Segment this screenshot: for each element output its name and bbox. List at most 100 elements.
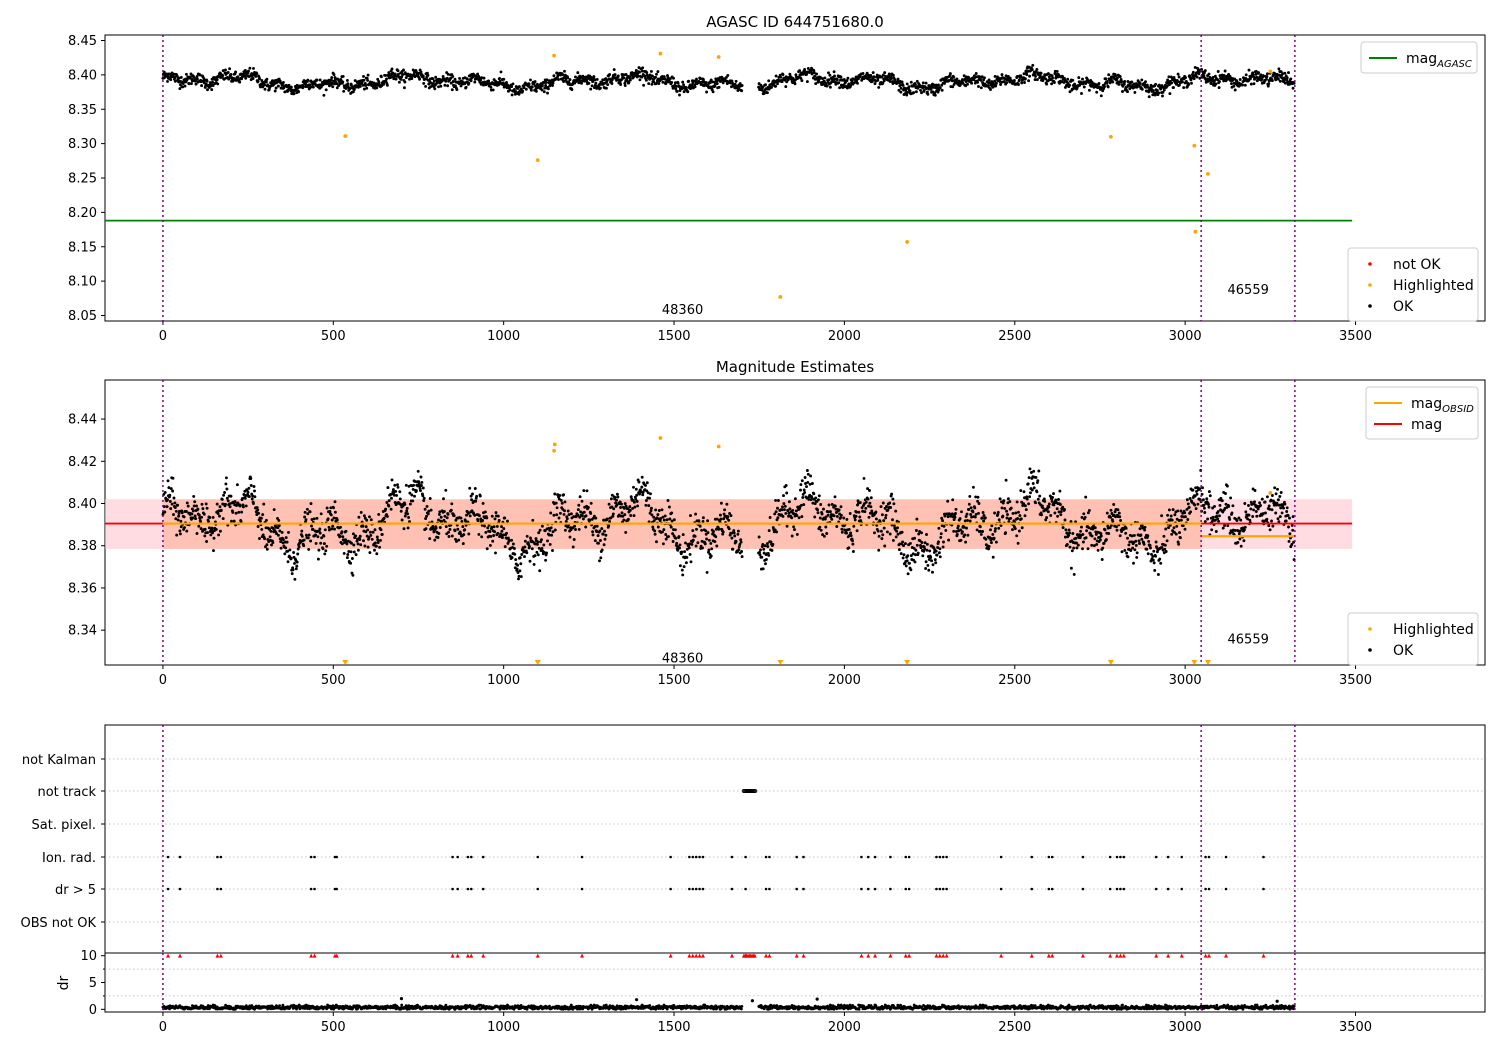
mag-ok-point — [526, 535, 529, 538]
mag-ok-point — [1277, 498, 1280, 501]
mag-ok-point — [707, 531, 710, 534]
agasc-ok-point — [1045, 83, 1048, 86]
mag-ok-point — [709, 542, 712, 545]
agasc-ok-point — [642, 84, 645, 87]
mag-xtick-label: 3500 — [1339, 673, 1372, 688]
mag-ok-point — [612, 507, 615, 510]
mag-ok-point — [960, 510, 963, 513]
mag-ok-point — [993, 512, 996, 515]
mag-ok-point — [386, 486, 389, 489]
mag-ok-point — [1019, 489, 1022, 492]
agasc-ok-point — [1024, 77, 1027, 80]
mag-ok-point — [520, 553, 523, 556]
agasc-ok-point — [941, 89, 944, 92]
mag-ok-point — [1288, 540, 1291, 543]
mag-ok-point — [584, 526, 587, 529]
mag-ok-point — [657, 526, 660, 529]
mag-ok-point — [1025, 508, 1028, 511]
agasc-ok-point — [1218, 80, 1221, 83]
mag-ok-point — [320, 536, 323, 539]
mag-ok-point — [1018, 514, 1021, 517]
mag-ok-point — [685, 561, 688, 564]
agasc-ok-point — [1083, 86, 1086, 89]
agasc-ok-point — [1123, 80, 1126, 83]
mag-ok-point — [681, 569, 684, 572]
mag-ok-point — [357, 516, 360, 519]
mag-ok-point — [1119, 519, 1122, 522]
mag-ok-point — [1008, 500, 1011, 503]
mag-ok-point — [357, 549, 360, 552]
mag-ytick-label: 8.36 — [68, 581, 97, 596]
agasc-ok-point — [443, 84, 446, 87]
agasc-ok-point — [925, 82, 928, 85]
mag-ok-point — [375, 552, 378, 555]
agasc-ok-point — [606, 83, 609, 86]
agasc-ok-point — [798, 69, 801, 72]
agasc-ok-point — [274, 90, 277, 93]
mag-ok-point — [620, 503, 623, 506]
mag-ok-point — [308, 534, 311, 537]
mag-ok-point — [309, 510, 312, 513]
agasc-ok-point — [1154, 83, 1157, 86]
mag-ok-point — [673, 518, 676, 521]
agasc-ok-point — [341, 81, 344, 84]
mag-ok-point — [859, 501, 862, 504]
mag-ok-point — [248, 495, 251, 498]
mag-ok-point — [880, 537, 883, 540]
agasc-ok-point — [1133, 91, 1136, 94]
mag-ok-point — [674, 528, 677, 531]
mag-ytick-label: 8.38 — [68, 539, 97, 554]
mag-ok-point — [319, 532, 322, 535]
agasc-ok-point — [629, 79, 632, 82]
agasc-ok-point — [977, 85, 980, 88]
mag-ok-point — [222, 494, 225, 497]
mag-ok-point — [551, 549, 554, 552]
agasc-ok-point — [434, 76, 437, 79]
mag-ok-point — [1195, 507, 1198, 510]
mag-ok-point — [467, 533, 470, 536]
mag-xtick-label: 3000 — [1169, 673, 1202, 688]
mag-ok-point — [307, 548, 310, 551]
mag-ok-point — [926, 543, 929, 546]
mag-ok-point — [406, 512, 409, 515]
agasc-ok-point — [1244, 84, 1247, 87]
agasc-ok-point — [846, 77, 849, 80]
mag-ok-point — [495, 511, 498, 514]
mag-ok-point — [633, 514, 636, 517]
mag-ok-point — [864, 507, 867, 510]
mag-ok-point — [852, 525, 855, 528]
mag-ok-point — [456, 528, 459, 531]
mag-ok-point — [689, 514, 692, 517]
agasc-ok-point — [806, 80, 809, 83]
agasc-ok-point — [224, 68, 227, 71]
mag-ok-point — [328, 526, 331, 529]
mag-ok-point — [582, 517, 585, 520]
mag-ok-point — [928, 549, 931, 552]
mag-ok-point — [800, 515, 803, 518]
agasc-ok-point — [185, 73, 188, 76]
mag-ok-point — [334, 500, 337, 503]
mag-ok-point — [301, 535, 304, 538]
agasc-ok-point — [775, 75, 778, 78]
mag-ok-point — [1127, 543, 1130, 546]
agasc-ok-point — [535, 90, 538, 93]
agasc-ok-point — [970, 82, 973, 85]
mag-ok-point — [803, 488, 806, 491]
mag-ok-point — [873, 531, 876, 534]
mag-ok-point — [552, 530, 555, 533]
agasc-ok-point — [794, 82, 797, 85]
mag-ok-point — [492, 534, 495, 537]
mag-ok-point — [674, 537, 677, 540]
mag-ok-point — [1248, 519, 1251, 522]
mag-ok-point — [869, 505, 872, 508]
mag-ok-point — [905, 564, 908, 567]
mag-ok-point — [433, 539, 436, 542]
agasc-ytick-label: 8.25 — [68, 172, 97, 187]
mag-ok-point — [1222, 527, 1225, 530]
mag-ok-point — [197, 525, 200, 528]
mag-ok-point — [840, 505, 843, 508]
mag-ok-point — [583, 511, 586, 514]
agasc-ok-point — [670, 81, 673, 84]
mag-ok-point — [740, 550, 743, 553]
agasc-ok-point — [939, 86, 942, 89]
